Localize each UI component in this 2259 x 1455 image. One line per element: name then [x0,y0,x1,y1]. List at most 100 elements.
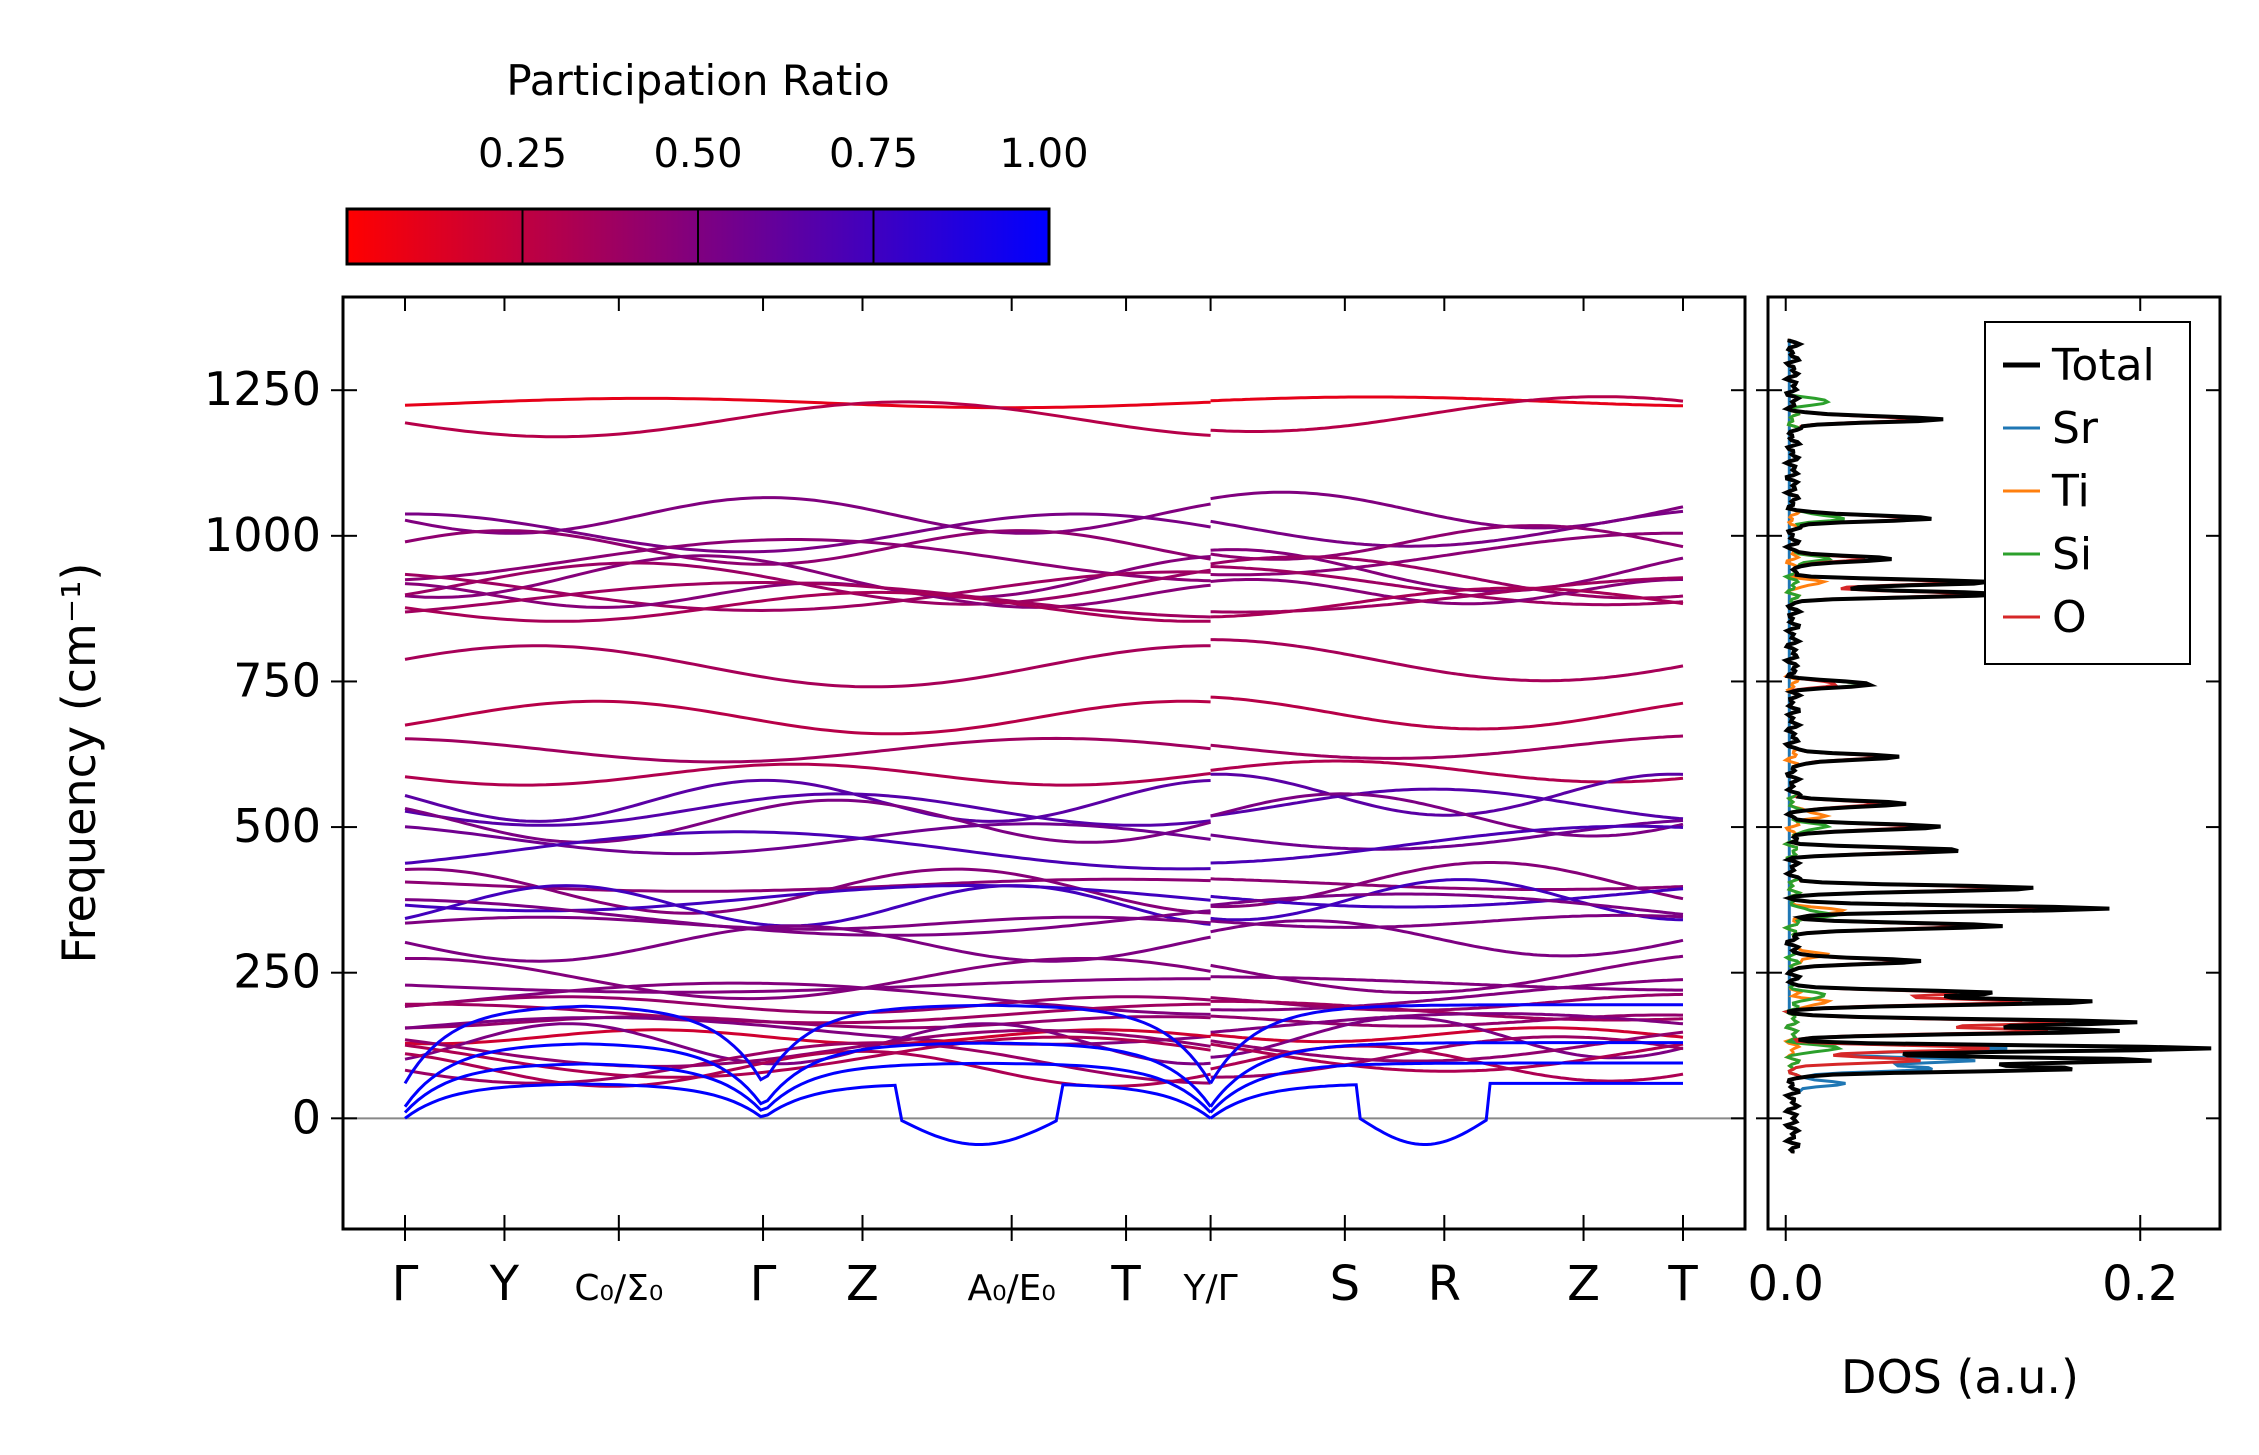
band-line [404,798,1211,844]
band-line [404,590,1211,623]
band-line [1210,759,1684,784]
dos-legend: Total Sr Ti Si O [1984,321,2191,665]
band-line [405,1015,1211,1030]
band-x-ticks: Γ Y C₀/Σ₀ Γ Z A₀/E₀ T Y/Γ S R Z T [392,297,1698,1312]
y-tick-label: 750 [233,653,321,707]
y-tick-label: 1000 [204,508,321,562]
band-line [1210,887,1684,909]
band-lines [343,395,1745,1146]
band-line [404,884,1211,913]
colorbar-tick-label: 0.75 [829,131,918,177]
band-line [1210,586,1684,619]
band-line [404,529,1211,566]
colorbar-tick-label: 0.25 [478,131,567,177]
band-line [404,830,1211,871]
y-axis-label: Frequency (cm⁻¹) [52,563,106,964]
band-line [1210,787,1684,821]
band-line [404,400,1211,439]
dos-axes-frame [1766,295,2222,1231]
band-line [1210,877,1684,891]
band-structure-plot: 0 250 500 750 1000 1250 Γ Y C₀/Σ₀ Γ Z A₀/E₀ T Y/Γ S R Z… [52,295,1747,1312]
band-line [404,699,1211,736]
legend-label: Ti [2051,466,2090,517]
band-line [1210,734,1684,760]
band-axes-frame [341,295,1747,1231]
band-line [1210,919,1684,958]
band-line [1210,878,1684,922]
x-tick-label: Y [489,1256,520,1312]
band-line [403,1003,1212,1085]
legend-label: O [2052,592,2087,643]
band-line [1209,1003,1683,1085]
y-tick-label: 250 [233,945,321,999]
dos-x-axis-label: DOS (a.u.) [1841,1350,2079,1404]
x-tick-label: C₀/Σ₀ [574,1268,663,1309]
band-line [405,512,1211,554]
x-tick-label: T [1667,1256,1698,1312]
band-line [405,957,1211,1001]
band-line [1210,555,1684,600]
band-line [1210,695,1684,731]
band-line [1210,1042,1684,1073]
band-line [404,1041,1211,1085]
band-line [1210,1012,1684,1034]
band-line [1210,954,1684,995]
band-line [403,1041,1212,1108]
band-line [404,822,1211,856]
y-tick-label: 1250 [204,362,321,416]
x-tick-label: Z [1567,1256,1600,1312]
dos-line-total [1781,338,2212,1154]
x-tick-label: S [1330,1256,1360,1312]
band-line [404,995,1211,1015]
band-line [1210,395,1684,433]
band-line [404,561,1211,606]
x-tick-label: R [1428,1256,1461,1312]
band-line [1210,638,1684,683]
dos-line-si [1781,338,1891,1154]
band-line [404,396,1211,410]
band-line [404,570,1211,613]
band-line [404,538,1211,583]
band-line [404,1082,1212,1146]
x-tick-label: Γ [750,1256,777,1312]
y-tick-label: 500 [233,799,321,853]
colorbar-title: Participation Ratio [506,56,889,105]
band-line [1210,578,1683,606]
dos-line-sr [1783,338,2008,1154]
y-tick-label: 0 [292,1090,321,1144]
band-line [404,924,1211,963]
band-line [1210,892,1684,916]
band-line [1210,509,1684,548]
legend-label: Total [2051,340,2155,391]
band-line [1210,913,1684,929]
x-tick-label: A₀/E₀ [967,1268,1055,1309]
band-line [1209,1061,1683,1114]
band-line [1210,524,1684,561]
band-y-ticks: 0 250 500 750 1000 1250 [204,362,1745,1144]
band-line [404,792,1211,827]
band-line [404,762,1211,787]
band-line [404,915,1211,931]
band-line [404,736,1211,764]
x-tick-label: T [1110,1256,1141,1312]
dos-x-tick-label: 0.0 [1748,1256,1824,1312]
band-line [1210,548,1684,593]
x-tick-label: Γ [392,1256,419,1312]
band-line [404,581,1211,619]
x-tick-label: Y/Γ [1182,1268,1237,1309]
band-line [404,1022,1211,1066]
band-line [1209,1041,1683,1108]
dos-lines [1781,338,2212,1154]
band-line [404,554,1211,599]
band-line [1210,978,1684,1012]
dos-x-tick-label: 0.2 [2102,1256,2178,1312]
dos-plot: 0.0 0.2 DOS (a.u.) Total Sr Ti Si O [1748,295,2222,1404]
band-line [1210,861,1684,909]
colorbar: Participation Ratio 0.25 0.50 0.75 1.00 [345,56,1089,266]
legend-label: Si [2052,529,2092,580]
colorbar-ticks: 0.25 0.50 0.75 1.00 [478,131,1089,264]
band-line [404,977,1211,994]
band-line [1210,975,1683,992]
colorbar-tick-label: 0.50 [653,131,742,177]
